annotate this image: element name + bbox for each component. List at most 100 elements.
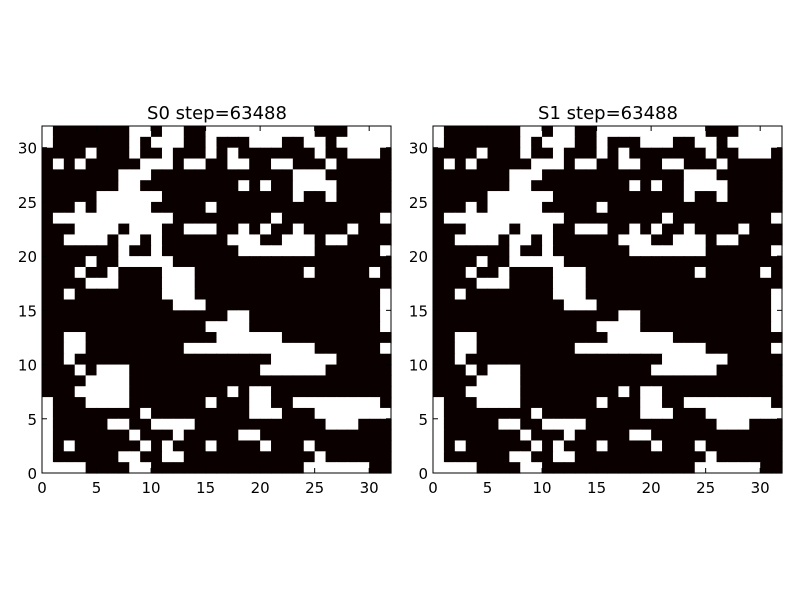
heatmap-cell-s1-x22-y20 [672,245,685,257]
heatmap-cell-s1-x18-y11 [629,342,641,355]
heatmap-cell-s0-x25-y0 [314,462,327,474]
heatmap-cell-s0-x13-y9 [183,364,196,376]
heatmap-cell-s1-x18-y10 [629,353,641,366]
heatmap-cell-s0-x21-y25 [271,191,283,203]
heatmap-cell-s1-x29-y8 [749,375,761,387]
heatmap-cell-s0-x30-y27 [369,169,381,181]
heatmap-cell-s0-x1-y18 [52,266,65,279]
heatmap-cell-s0-x9-y8 [140,375,152,387]
heatmap-cell-s1-x1-y31 [443,126,456,138]
heatmap-cell-s1-x2-y28 [454,158,467,170]
heatmap-cell-s1-x11-y31 [552,126,565,138]
heatmap-cell-s0-x21-y11 [271,342,283,355]
heatmap-cell-s1-x29-y27 [749,169,761,181]
heatmap-cell-s0-x24-y3 [303,429,316,442]
heatmap-cell-s1-x9-y15 [531,299,543,311]
heatmap-cell-s0-x30-y4 [369,418,381,431]
heatmap-cell-s1-x27-y14 [727,310,739,322]
heatmap-cell-s0-x13-y7 [183,386,196,398]
heatmap-cell-s0-x30-y3 [369,429,381,442]
heatmap-cell-s0-x16-y3 [216,429,229,442]
heatmap-cell-s0-x30-y10 [369,353,381,366]
y-tick-label-s1-5: 5 [418,411,428,429]
heatmap-cell-s1-x16-y30 [607,136,620,149]
heatmap-cell-s1-x0-y16 [433,288,445,301]
heatmap-cell-s1-x25-y6 [705,397,718,409]
heatmap-cell-s1-x31-y1 [771,451,783,463]
heatmap-cell-s1-x5-y11 [487,342,500,355]
heatmap-cell-s1-x19-y21 [640,234,652,246]
heatmap-cell-s1-x6-y5 [498,407,510,420]
heatmap-cell-s1-x27-y15 [727,299,739,311]
heatmap-cell-s0-x10-y27 [151,169,163,181]
heatmap-cell-s1-x24-y1 [694,451,707,463]
heatmap-cell-s0-x21-y29 [271,147,283,160]
heatmap-cell-s1-x30-y0 [760,462,772,474]
heatmap-cell-s0-x8-y26 [129,180,141,192]
heatmap-cell-s1-x17-y25 [618,191,630,203]
heatmap-cell-s1-x5-y17 [487,277,500,290]
heatmap-cell-s1-x24-y22 [694,223,707,236]
heatmap-cell-s0-x10-y17 [151,277,163,290]
heatmap-cell-s0-x2-y17 [63,277,76,290]
heatmap-cell-s0-x23-y10 [292,353,305,366]
heatmap-cell-s1-x10-y27 [542,169,554,181]
heatmap-cell-s0-x5-y26 [96,180,109,192]
heatmap-cell-s1-x31-y23 [771,212,783,225]
heatmap-cell-s0-x26-y15 [325,299,338,311]
heatmap-cell-s0-x27-y7 [336,386,348,398]
heatmap-cell-s0-x12-y7 [172,386,185,398]
heatmap-cell-s0-x20-y15 [260,299,272,311]
heatmap-cell-s0-x4-y24 [85,201,98,214]
heatmap-cell-s0-x5-y24 [96,201,109,214]
heatmap-cell-s1-x11-y0 [552,462,565,474]
heatmap-cell-s1-x13-y28 [574,158,587,170]
heatmap-cell-s1-x7-y9 [509,364,521,376]
heatmap-cell-s1-x7-y0 [509,462,521,474]
heatmap-cell-s1-x22-y9 [672,364,685,376]
heatmap-cell-s0-x6-y0 [107,462,119,474]
heatmap-cell-s0-x29-y19 [358,256,370,268]
heatmap-cell-s0-x7-y8 [118,375,130,387]
heatmap-cell-s0-x14-y13 [194,321,207,333]
heatmap-cell-s1-x3-y14 [465,310,478,322]
heatmap-cell-s1-x21-y5 [662,407,674,420]
heatmap-cell-s0-x27-y15 [336,299,348,311]
heatmap-cell-s0-x25-y2 [314,440,327,452]
heatmap-cell-s0-x10-y2 [151,440,163,452]
heatmap-cell-s0-x15-y9 [205,364,218,376]
heatmap-cell-s0-x25-y11 [314,342,327,355]
heatmap-cell-s1-x20-y11 [651,342,663,355]
heatmap-cell-s0-x28-y5 [347,407,359,420]
heatmap-cell-s0-x29-y23 [358,212,370,225]
heatmap-cell-s1-x0-y0 [433,462,445,474]
heatmap-cell-s1-x16-y21 [607,234,620,246]
heatmap-cell-s0-x16-y21 [216,234,229,246]
heatmap-cell-s1-x30-y23 [760,212,772,225]
heatmap-cell-s1-x2-y24 [454,201,467,214]
heatmap-cell-s0-x29-y2 [358,440,370,452]
heatmap-cell-s0-x22-y26 [281,180,294,192]
y-tick-label-s1-10: 10 [409,357,428,375]
heatmap-cell-s0-x6-y8 [107,375,119,387]
heatmap-cell-s1-x20-y23 [651,212,663,225]
heatmap-cell-s0-x8-y0 [129,462,141,474]
heatmap-cell-s0-x31-y17 [380,277,392,290]
heatmap-cell-s0-x1-y10 [52,353,65,366]
heatmap-cell-s0-x13-y16 [183,288,196,301]
heatmap-cell-s1-x4-y26 [476,180,489,192]
heatmap-cell-s0-x9-y10 [140,353,152,366]
heatmap-cell-s0-x6-y14 [107,310,119,322]
heatmap-cell-s1-x31-y18 [771,266,783,279]
heatmap-cell-s1-x1-y7 [443,386,456,398]
heatmap-cell-s0-x13-y3 [183,429,196,442]
heatmap-cell-s0-x30-y18 [369,266,381,279]
heatmap-cell-s0-x27-y26 [336,180,348,192]
heatmap-cell-s1-x2-y25 [454,191,467,203]
heatmap-cell-s1-x5-y13 [487,321,500,333]
heatmap-cell-s0-x6-y21 [107,234,119,246]
heatmap-cell-s1-x17-y26 [618,180,630,192]
heatmap-cell-s0-x17-y7 [227,386,239,398]
heatmap-cell-s1-x19-y20 [640,245,652,257]
heatmap-cell-s0-x16-y26 [216,180,229,192]
